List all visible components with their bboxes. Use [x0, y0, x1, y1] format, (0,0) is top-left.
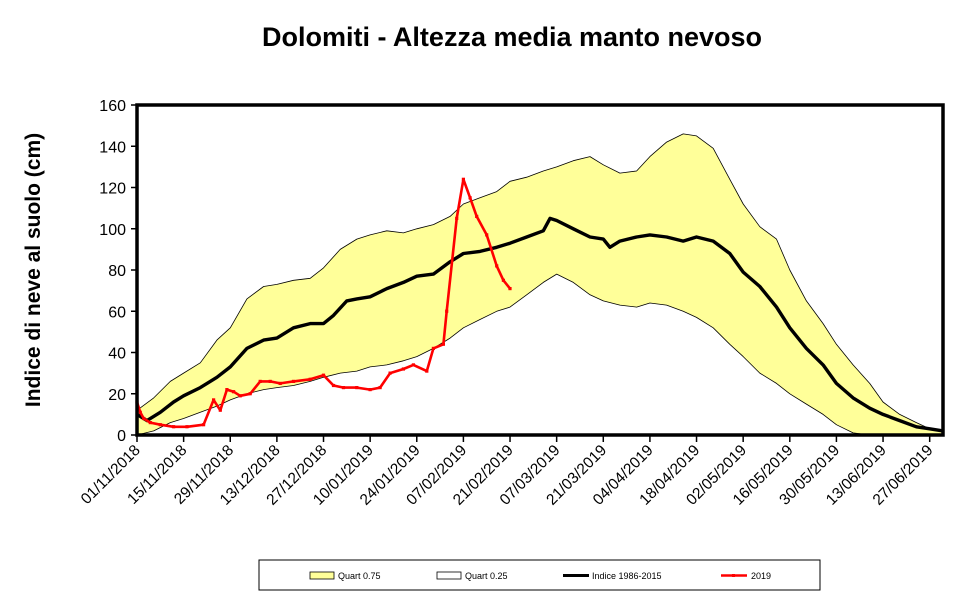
series-2019-point: [225, 388, 229, 392]
x-axis: 01/11/201815/11/201829/11/201813/12/2018…: [78, 435, 937, 509]
series-2019-point: [508, 287, 512, 291]
series-2019-point: [291, 379, 296, 383]
series-2019-point: [401, 367, 405, 371]
series-2019-point: [455, 216, 459, 220]
series-2019-point: [445, 309, 449, 313]
legend-swatch-2019-marker: [732, 574, 735, 577]
series-2019-point: [172, 425, 176, 429]
series-2019-point: [258, 379, 262, 383]
series-indice-line: [136, 216, 944, 433]
chart-title: Dolomiti - Altezza media manto nevoso: [262, 22, 762, 52]
plot-area: [135, 103, 945, 437]
legend-label-indice: Indice 1986-2015: [592, 571, 662, 581]
legend-swatch-quart-025: [436, 571, 462, 580]
y-tick-label: 0: [117, 428, 126, 445]
series-2019-point: [185, 425, 189, 429]
series-quart-025-outline: [136, 273, 943, 436]
series-2019-point: [388, 371, 392, 375]
series-2019-point: [248, 392, 252, 396]
series-2019-point: [475, 214, 479, 218]
series-2019-point: [501, 278, 505, 282]
series-2019-point: [368, 388, 372, 392]
y-tick-label: 120: [99, 181, 126, 198]
series-2019-point: [495, 264, 499, 268]
series-2019-point: [212, 398, 216, 402]
legend-label-quart-075: Quart 0.75: [338, 571, 381, 581]
series-2019-point: [468, 196, 472, 200]
y-tick-label: 140: [99, 139, 126, 156]
legend: Quart 0.75 Quart 0.25 Indice 1986-2015 2…: [258, 559, 821, 591]
series-2019-point: [238, 394, 242, 398]
series-2019-point: [218, 408, 222, 412]
series-2019-point: [278, 381, 282, 385]
series-2019-point: [485, 233, 489, 237]
series-2019-point: [411, 363, 415, 367]
series-2019-point: [431, 346, 435, 350]
series-2019-point: [341, 386, 346, 390]
series-2019-line: [135, 178, 512, 429]
series-quart-075-outline: [136, 133, 944, 432]
series-2019-point: [461, 177, 465, 181]
series-2019-point: [268, 379, 272, 383]
y-tick-label: 40: [108, 346, 126, 363]
y-axis-label: Indice di neve al suolo (cm): [22, 133, 45, 407]
series-2019-point: [158, 423, 162, 427]
series-2019-point: [232, 390, 236, 394]
series-2019-point: [138, 410, 142, 414]
legend-label-2019: 2019: [751, 571, 771, 581]
series-2019-point: [441, 342, 445, 346]
series-2019-point: [148, 421, 152, 425]
series-2019-point: [378, 386, 382, 390]
y-axis: 0 20 40 60 80 100 120 140 160: [99, 98, 137, 445]
series-2019-point: [355, 386, 359, 390]
series-2019-point: [331, 383, 336, 388]
y-tick-label: 100: [99, 222, 126, 239]
legend-label-quart-025: Quart 0.25: [465, 571, 508, 581]
series-2019-point: [425, 369, 429, 373]
series-2019-point: [321, 373, 326, 377]
series-2019-point: [202, 423, 206, 427]
y-tick-label: 60: [108, 304, 126, 321]
series-2019-point: [308, 377, 312, 381]
y-tick-label: 20: [108, 387, 126, 404]
legend-swatch-quart-075: [309, 571, 335, 580]
y-tick-label: 80: [108, 263, 126, 280]
y-tick-label: 160: [99, 98, 126, 115]
series-2019-point: [142, 416, 146, 421]
